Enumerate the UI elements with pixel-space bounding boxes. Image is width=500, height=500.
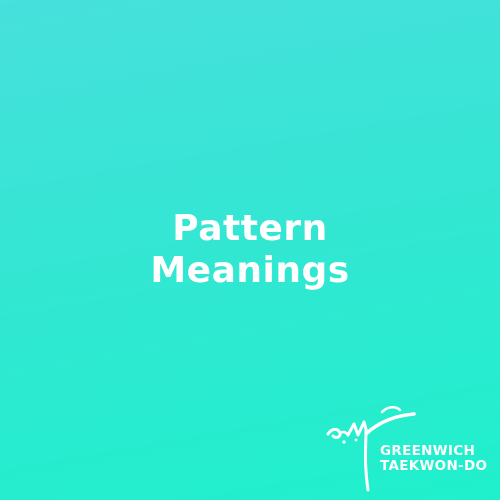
- kicking-figure-calligraphy-icon: [326, 406, 416, 492]
- greenwich-taekwondo-logo: GREENWICH TAEKWON-DO: [322, 404, 498, 496]
- logo-name-line-2: TAEKWON-DO: [380, 458, 488, 474]
- logo-name-line-1: GREENWICH: [380, 443, 476, 459]
- logo-wordmark: GREENWICH TAEKWON-DO: [380, 444, 487, 474]
- page-title: Pattern Meanings: [0, 208, 500, 292]
- title-line-2: Meanings: [150, 250, 350, 291]
- title-line-1: Pattern: [172, 208, 328, 249]
